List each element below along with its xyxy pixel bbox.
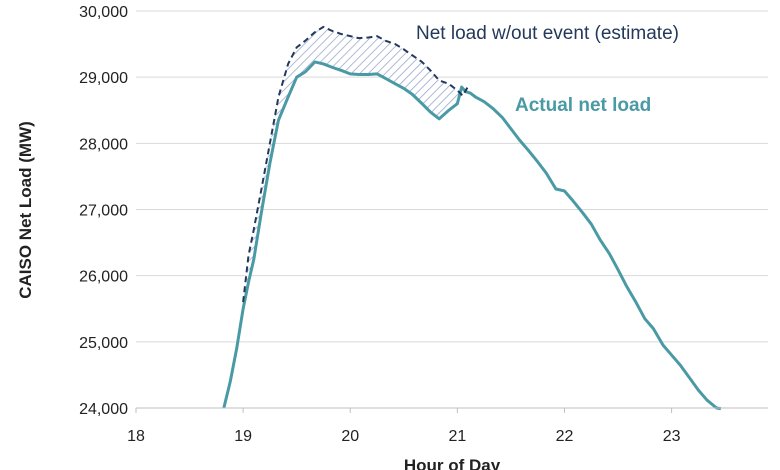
y-tick-label: 30,000: [79, 4, 128, 21]
annotation-actual: Actual net load: [515, 95, 651, 116]
x-axis-title: Hour of Day: [404, 456, 501, 470]
x-tick-label: 18: [127, 428, 145, 445]
y-tick-label: 24,000: [79, 401, 128, 418]
shaded-difference-region: [243, 26, 469, 309]
axes: [135, 407, 768, 413]
x-tick-label: 22: [556, 428, 574, 445]
y-tick-label: 29,000: [79, 70, 128, 87]
series-line-estimate: [242, 25, 469, 303]
x-tick-label: 19: [234, 428, 252, 445]
x-tick-label: 20: [341, 428, 359, 445]
series-lines: [222, 25, 722, 411]
y-tick-label: 27,000: [79, 203, 128, 220]
y-tick-label: 26,000: [79, 269, 128, 286]
x-tick-label: 23: [663, 428, 681, 445]
tick-labels: 24,000 25,000 26,000 27,000 28,000 29,000 30,0…: [79, 4, 681, 445]
y-tick-label: 28,000: [79, 136, 128, 153]
y-tick-label: 25,000: [79, 335, 128, 352]
annotations: Net load w/out event (estimate) Actual ne…: [416, 23, 679, 116]
annotation-estimate: Net load w/out event (estimate): [416, 23, 679, 44]
x-tick-label: 21: [448, 428, 466, 445]
y-axis-title: CAISO Net Load (MW): [16, 121, 35, 299]
hatched-difference-area: [243, 26, 469, 309]
gridlines: [136, 10, 768, 409]
